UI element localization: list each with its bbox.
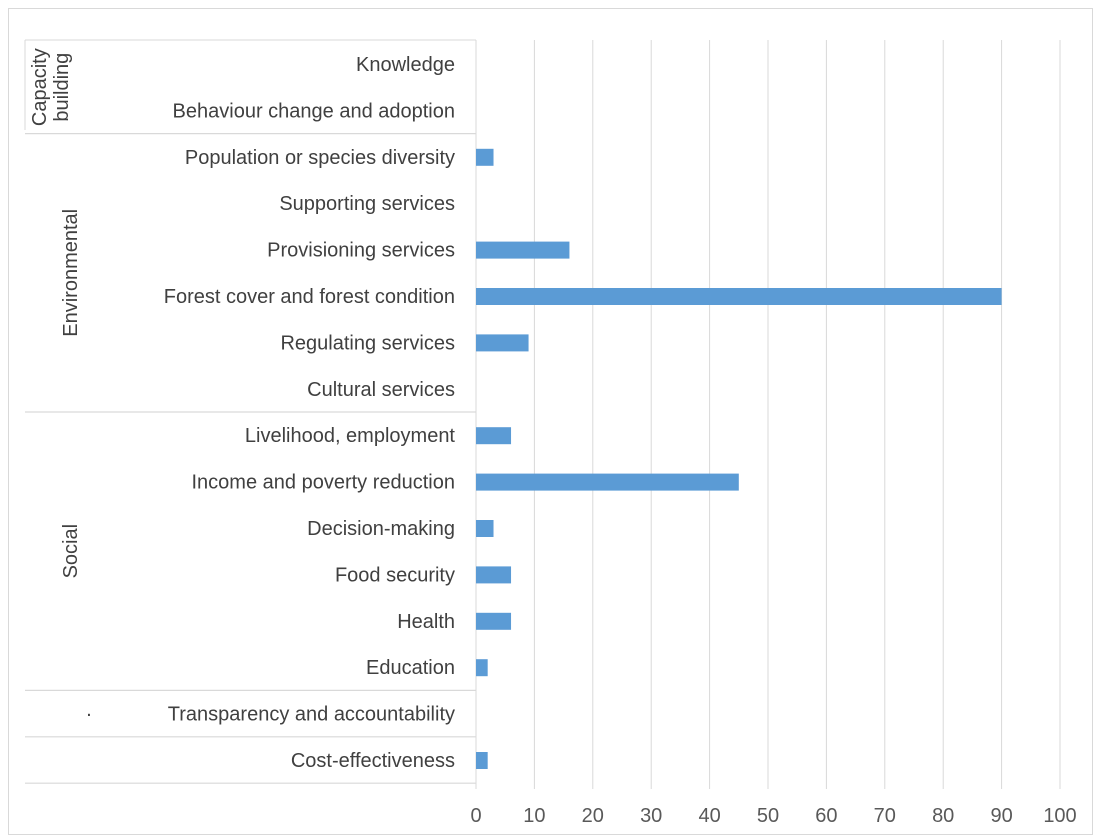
x-tick-20: 20 [582,805,604,827]
category-label-food-security: Food security [335,564,455,586]
x-tick-50: 50 [757,805,779,827]
category-label-population-or-species-diversity: Population or species diversity [185,147,455,169]
x-tick-80: 80 [932,805,954,827]
bar-livelihood-employment [476,427,512,445]
chart-frame [8,8,1093,835]
bar-cost-effectiveness [476,752,488,769]
category-label-livelihood-employment: Livelihood, employment [245,425,456,447]
category-label-provisioning-services: Provisioning services [267,240,455,262]
category-label-decision-making: Decision-making [307,518,455,540]
x-tick-60: 60 [815,805,837,827]
bar-income-and-poverty-reduction [476,473,739,491]
x-tick-40: 40 [698,805,720,827]
category-label-transparency-and-accountability: Transparency and accountability [168,704,455,726]
group-label-dot: · [86,704,93,726]
bar-regulating-services [476,334,529,352]
category-label-knowledge: Knowledge [356,54,455,76]
category-label-behaviour-change-and-adoption: Behaviour change and adoption [173,100,455,122]
x-tick-0: 0 [470,805,481,827]
group-label-capacity-building: Capacitybuilding [29,48,73,126]
group-label-social: Social [60,524,82,578]
x-tick-30: 30 [640,805,662,827]
category-label-education: Education [366,657,455,679]
bar-health [476,612,512,630]
group-labels: Capacitybuilding Environmental Social · [29,48,92,725]
category-label-regulating-services: Regulating services [280,332,455,354]
bar-population-or-species-diversity [476,148,494,166]
category-label-income-and-poverty-reduction: Income and poverty reduction [192,472,456,494]
category-label-forest-cover-and-forest-condition: Forest cover and forest condition [164,286,455,308]
bar-provisioning-services [476,241,570,259]
bar-decision-making [476,520,494,537]
gridlines [475,40,1061,789]
bars [476,148,1002,769]
x-tick-90: 90 [990,805,1012,827]
x-tick-70: 70 [874,805,896,827]
bar-forest-cover-and-forest-condition [476,288,1002,305]
category-label-cultural-services: Cultural services [307,379,455,401]
category-labels: Knowledge Behaviour change and adoption Po… [164,54,456,772]
group-label-environmental: Environmental [60,209,82,337]
x-tick-100: 100 [1043,805,1076,827]
bar-education [476,659,488,677]
bar-food-security [476,566,512,584]
group-dividers [24,39,476,784]
x-tick-labels: 0 10 20 30 40 50 60 70 80 90 100 [470,805,1076,827]
category-label-cost-effectiveness: Cost-effectiveness [291,750,455,772]
x-tick-10: 10 [523,805,545,827]
category-label-health: Health [397,611,455,633]
category-label-supporting-services: Supporting services [279,193,455,215]
